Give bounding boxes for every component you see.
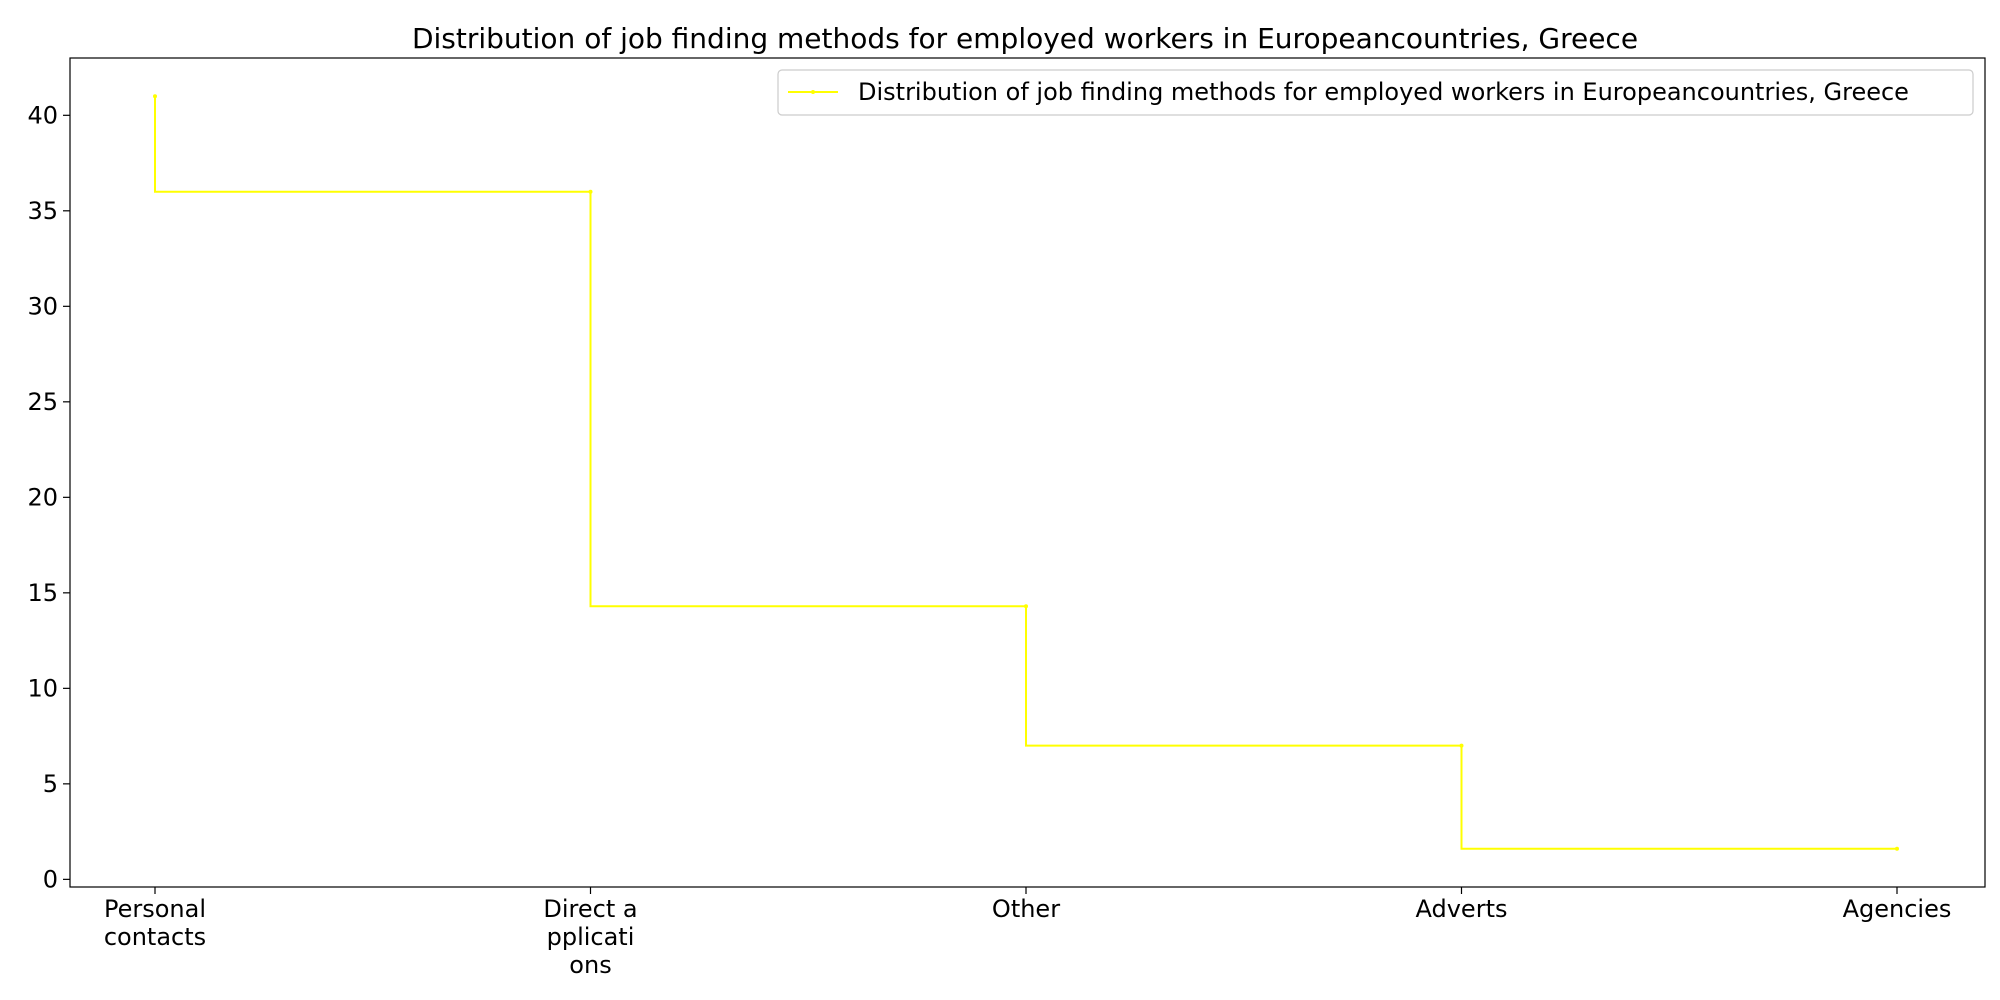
x-tick-label: Direct a pplicati ons — [543, 895, 637, 979]
x-tick-label-line: Other — [992, 895, 1060, 923]
y-tick-label: 40 — [27, 101, 58, 129]
series-layer — [153, 94, 1899, 851]
x-tick-label-line: Agencies — [1843, 895, 1952, 923]
data-point — [1024, 604, 1028, 609]
legend-box — [777, 69, 1974, 116]
y-tick-label: 15 — [27, 579, 58, 607]
x-tick-label: Personal contacts — [104, 895, 206, 951]
y-tick-label: 25 — [27, 388, 58, 416]
series-step-line — [154, 96, 1897, 850]
plot-area-frame — [69, 57, 1986, 888]
y-axis: 0 5 10 15 20 25 30 35 40 — [27, 101, 70, 893]
x-tick-label-line: Direct a — [543, 895, 637, 923]
legend-marker-swatch — [811, 90, 815, 94]
x-tick-label: Agencies — [1843, 895, 1952, 923]
legend-label: Distribution of job finding methods for … — [858, 78, 1909, 106]
x-axis: Personal contacts Direct a pplicati ons Other… — [104, 887, 1952, 979]
x-tick-label-line: contacts — [104, 923, 206, 951]
x-tick-label-line: Adverts — [1416, 895, 1508, 923]
data-point — [153, 94, 157, 99]
y-tick-label: 10 — [27, 674, 58, 702]
data-point — [588, 189, 593, 194]
x-tick-label-line: Personal — [104, 895, 206, 923]
legend: Distribution of job finding methods for … — [777, 69, 1974, 116]
chart-title: Distribution of job finding methods for … — [412, 22, 1638, 55]
y-tick-label: 20 — [27, 483, 58, 511]
data-point — [1895, 846, 1899, 851]
x-tick-label-line: pplicati — [547, 923, 635, 951]
y-tick-label: 0 — [43, 865, 58, 893]
x-tick-label: Adverts — [1416, 895, 1508, 923]
y-tick-label: 35 — [27, 197, 58, 225]
y-tick-label: 5 — [43, 770, 58, 798]
data-point — [1459, 743, 1464, 748]
y-tick-label: 30 — [27, 292, 58, 320]
x-tick-label: Other — [992, 895, 1060, 923]
x-tick-label-line: ons — [569, 951, 611, 979]
